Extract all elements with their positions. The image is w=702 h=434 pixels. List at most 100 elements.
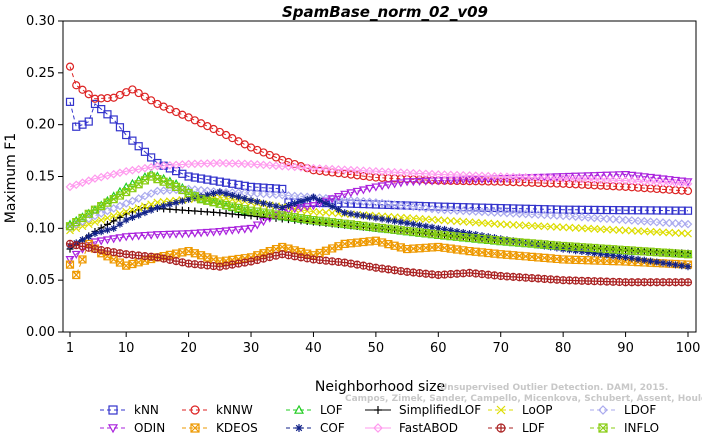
data-point [427, 204, 437, 214]
data-point [374, 406, 382, 414]
data-point [147, 206, 155, 214]
data-point [546, 205, 555, 214]
data-point [240, 140, 249, 149]
data-point [433, 205, 443, 215]
data-point [484, 203, 493, 212]
data-point [664, 176, 674, 185]
data-point [621, 215, 630, 225]
data-point [293, 404, 305, 414]
data-point [628, 254, 636, 262]
series-layer [65, 62, 693, 287]
data-point [234, 180, 243, 189]
data-point [584, 248, 592, 256]
data-point [596, 171, 606, 180]
data-point [134, 142, 143, 151]
y-tick-label: 0.30 [26, 14, 55, 29]
data-point [598, 405, 608, 415]
data-point [71, 180, 81, 190]
data-point [396, 179, 406, 188]
data-point [658, 178, 668, 187]
data-point [571, 180, 580, 189]
data-point [614, 171, 624, 180]
data-point [65, 182, 75, 192]
data-point [127, 232, 137, 241]
data-point [540, 222, 549, 231]
y-axis-ticks: 0.00 0.05 0.10 0.15 0.20 0.25 0.30 [26, 14, 63, 340]
data-point [134, 194, 144, 203]
data-point [452, 206, 462, 215]
x-tick-label: 80 [555, 341, 572, 356]
data-point [322, 208, 330, 217]
data-point [521, 209, 531, 219]
data-point [203, 175, 212, 184]
data-point [359, 171, 368, 181]
data-point [65, 256, 75, 265]
x-axis-label: Neighborhood size [315, 379, 445, 395]
data-point [209, 228, 219, 237]
data-point [471, 203, 480, 212]
legend-item: LOF [286, 403, 343, 417]
data-point [341, 209, 349, 217]
legend-item: COF [286, 421, 345, 434]
data-point [521, 204, 530, 213]
data-point [602, 214, 612, 224]
data-point [621, 171, 631, 180]
legend-label: COF [320, 421, 345, 434]
data-point [295, 424, 303, 432]
data-point [359, 199, 368, 209]
data-point [408, 202, 418, 212]
data-point [152, 231, 162, 240]
data-point [197, 207, 205, 215]
data-point [603, 251, 611, 259]
data-point [72, 122, 81, 131]
data-point [521, 178, 530, 187]
data-point [115, 123, 125, 132]
data-point [552, 211, 562, 220]
data-point [153, 198, 162, 207]
data-point [84, 90, 93, 99]
data-point [646, 217, 655, 227]
data-point [527, 209, 537, 219]
data-point [471, 207, 481, 216]
data-point [477, 207, 487, 217]
data-point [365, 197, 374, 207]
data-point [646, 206, 655, 215]
data-point [252, 221, 262, 230]
data-point [496, 204, 505, 213]
data-point [97, 105, 106, 114]
data-point [621, 206, 630, 215]
data-point [210, 208, 218, 216]
data-point [165, 160, 175, 170]
series-ldf [65, 239, 693, 287]
data-point [422, 222, 430, 230]
data-point [583, 172, 593, 181]
legend-label: LDOF [624, 403, 656, 417]
data-point [584, 180, 593, 190]
data-point [241, 195, 249, 203]
data-point [403, 219, 411, 227]
data-point [321, 167, 331, 176]
y-tick-label: 0.00 [26, 325, 55, 340]
data-point [598, 423, 608, 433]
data-point [153, 186, 162, 196]
data-point [196, 174, 206, 183]
data-point [328, 203, 336, 211]
data-point [327, 195, 337, 204]
data-point [202, 228, 212, 238]
data-point [178, 206, 186, 214]
data-point [521, 221, 530, 230]
data-point [515, 221, 524, 230]
data-point [509, 237, 517, 245]
data-point [121, 182, 131, 191]
data-point [508, 172, 518, 182]
legend: kNN kNNW LOF SimplifiedLOF LoOP LDOF ODIN KDEOS… [100, 403, 659, 434]
data-point [502, 204, 512, 213]
data-point [597, 250, 605, 258]
data-point [458, 206, 468, 216]
data-point [71, 250, 81, 259]
data-point [178, 160, 187, 169]
data-point [65, 62, 75, 71]
data-point [465, 177, 474, 186]
data-point [546, 210, 556, 220]
data-point [527, 204, 537, 213]
